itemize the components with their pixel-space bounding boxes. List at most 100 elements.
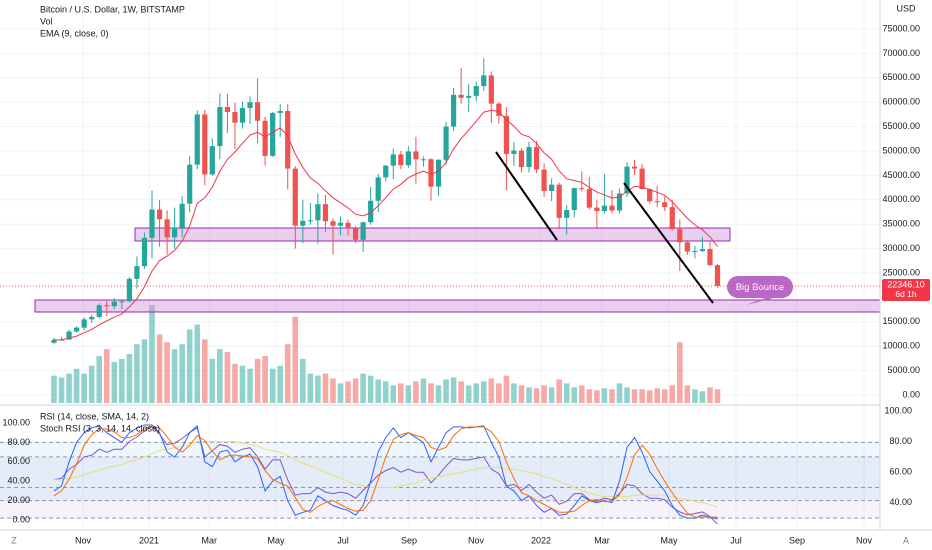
- volume-bar: [594, 390, 600, 403]
- volume-bar: [390, 385, 397, 403]
- candle-body: [699, 249, 706, 252]
- volume-bar: [654, 388, 660, 403]
- candle-body: [669, 207, 675, 230]
- candle-body: [451, 94, 457, 127]
- x-tick-label: Nov: [468, 535, 485, 545]
- candle-body: [119, 301, 125, 303]
- candle-body: [209, 146, 215, 175]
- candle-body: [254, 102, 261, 121]
- candle-body: [141, 237, 148, 267]
- volume-bar: [511, 383, 517, 403]
- volume-bar: [578, 385, 585, 403]
- candle-body: [707, 249, 713, 266]
- volume-bar: [337, 383, 344, 403]
- volume-bar: [488, 378, 495, 403]
- candle-body: [270, 112, 276, 156]
- candle-body: [616, 193, 623, 211]
- volume-bar: [639, 389, 645, 403]
- candle-body: [398, 154, 404, 166]
- candle-body: [677, 229, 683, 243]
- candle-body: [352, 228, 359, 240]
- candle-body: [609, 205, 615, 211]
- y-tick-label: 75000.00: [882, 23, 920, 33]
- volume-bar: [480, 381, 487, 403]
- volume-bar: [435, 385, 442, 403]
- candle-body: [368, 200, 374, 223]
- candle-body: [66, 331, 72, 340]
- volume-bar: [375, 379, 382, 403]
- x-tick-label: Sep: [401, 535, 417, 545]
- volume-bar: [171, 349, 178, 403]
- candle-body: [631, 166, 638, 169]
- candle-body: [149, 209, 155, 238]
- rsi-tick-label: 40.00: [889, 497, 912, 507]
- volume-bar: [277, 365, 283, 403]
- candle-body: [217, 107, 223, 147]
- y-tick-label: 30000.00: [882, 243, 920, 253]
- y-tick-label: 60000.00: [882, 97, 920, 107]
- candle-body: [405, 151, 411, 166]
- y-tick-label: 35000.00: [882, 219, 920, 229]
- volume-bar: [307, 373, 314, 403]
- y-tick-label: 15000.00: [882, 316, 920, 326]
- x-tick-label: Nov: [856, 535, 873, 545]
- candle-body: [300, 220, 306, 226]
- annotation: Big Bounce: [727, 276, 793, 305]
- legend-rsi: RSI (14, close, SMA, 14, 2): [40, 411, 149, 421]
- candle-body: [277, 110, 283, 113]
- candle-body: [533, 147, 540, 170]
- rsi-tick-label: 60.00: [889, 467, 912, 477]
- volume-bar: [96, 355, 103, 403]
- candle-body: [654, 201, 660, 203]
- volume-bar: [541, 385, 547, 403]
- annotation-text: Big Bounce: [736, 282, 785, 293]
- volume-bar: [330, 378, 336, 403]
- volume-bar: [707, 387, 713, 403]
- candle-body: [601, 205, 608, 212]
- candle-body: [466, 95, 472, 98]
- volume-bar: [194, 324, 201, 403]
- candle-body: [187, 164, 193, 204]
- x-tick-label: 2021: [139, 535, 159, 545]
- candle-body: [488, 75, 494, 104]
- footer-left[interactable]: Z: [11, 535, 17, 545]
- volume-bar: [420, 378, 427, 403]
- stoch-tick-label: 20.00: [7, 495, 30, 505]
- y-tick-label: 0.00: [902, 389, 920, 399]
- volume-bar: [126, 354, 133, 403]
- candle-body: [51, 339, 57, 343]
- volume-bar: [714, 389, 721, 403]
- volume-bar: [345, 381, 351, 403]
- volume-bar: [201, 339, 208, 403]
- y-tick-label: 45000.00: [882, 170, 920, 180]
- x-tick-label: Nov: [75, 535, 92, 545]
- indicator-lines: [53, 109, 718, 525]
- volume-bar: [631, 389, 638, 403]
- countdown: 6d 1h: [895, 289, 917, 299]
- candle-body: [232, 111, 238, 123]
- volume-bar: [518, 385, 525, 403]
- volume-bar: [571, 387, 578, 403]
- volume-bar: [149, 305, 155, 403]
- volume-bar: [284, 344, 291, 403]
- candle-body: [375, 177, 381, 201]
- candle-body: [624, 166, 630, 194]
- candle-body: [89, 316, 95, 320]
- candle-body: [194, 114, 200, 165]
- volume-bar: [217, 349, 223, 403]
- candle-body: [172, 227, 178, 238]
- footer-right[interactable]: A: [903, 535, 909, 545]
- x-tick-label: 2022: [531, 535, 551, 545]
- trend-line: [495, 151, 558, 241]
- legend-stoch-rsi: Stoch RSI (3, 3, 14, 14, close): [40, 423, 160, 433]
- resistance-zone: [134, 227, 731, 242]
- currency-label: USD: [896, 3, 916, 13]
- volume-bar: [413, 381, 419, 403]
- candle-body: [292, 168, 298, 226]
- candle-body: [179, 203, 185, 228]
- candle-body: [435, 159, 442, 187]
- volume-bar: [58, 377, 65, 403]
- candle-body: [503, 115, 509, 154]
- candle-body: [322, 204, 329, 222]
- volume-bar: [315, 375, 321, 403]
